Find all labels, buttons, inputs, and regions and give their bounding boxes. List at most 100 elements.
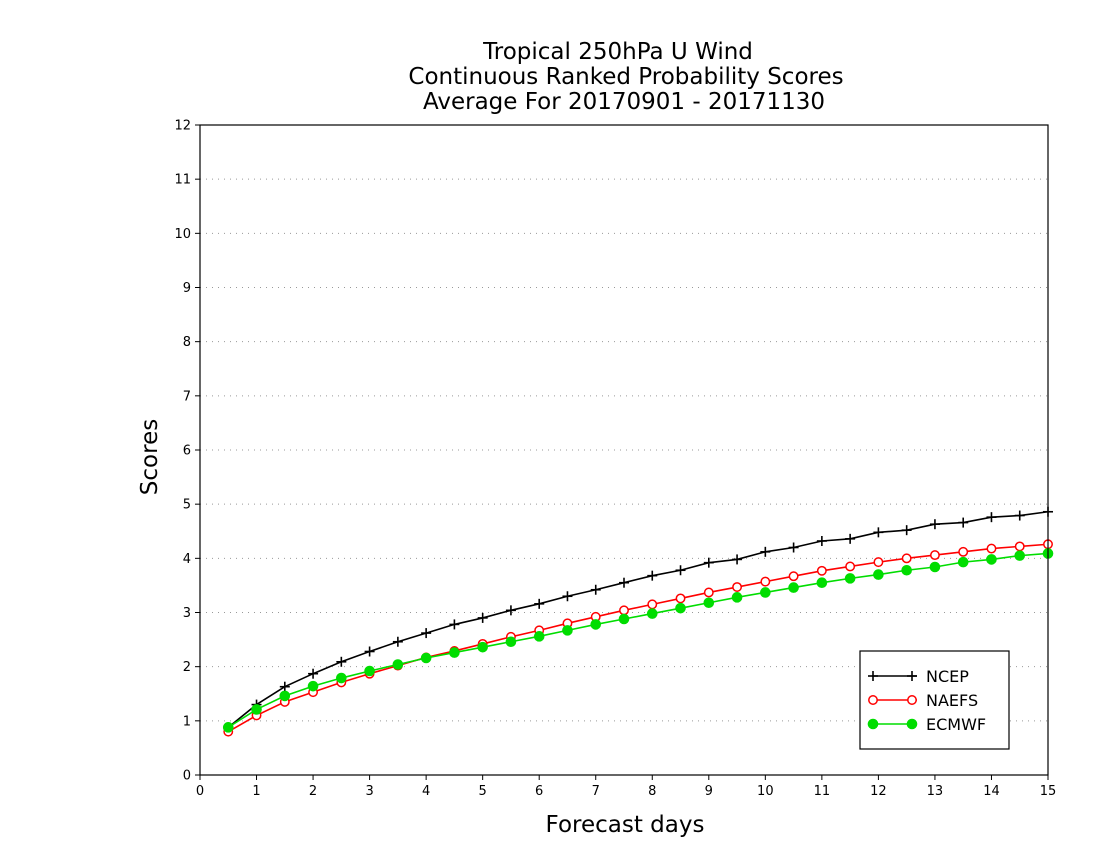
x-tick-label: 13 [927, 784, 944, 799]
legend-marker-ecmwf [867, 718, 879, 730]
point-ecmwf [844, 573, 856, 584]
x-tick-label: 15 [1040, 784, 1057, 799]
point-ecmwf [788, 582, 799, 593]
point-ecmwf [675, 602, 686, 614]
x-tick-label: 3 [365, 784, 373, 799]
point-ecmwf [731, 592, 743, 603]
point-ncep [534, 598, 545, 609]
y-tick-label: 11 [174, 173, 191, 188]
point-ncep [929, 519, 940, 530]
chart-title-line-3: Average For 20170901 - 20171130 [423, 89, 825, 115]
point-ncep [308, 668, 319, 679]
point-ncep [873, 527, 884, 538]
point-ecmwf [986, 554, 997, 565]
legend-item-ecmwf: ECMWF [867, 715, 986, 734]
y-tick-label: 1 [183, 714, 191, 729]
point-naefs [760, 576, 771, 587]
legend-item-naefs: NAEFS [868, 691, 978, 710]
x-tick-label: 6 [535, 784, 543, 799]
grid-layer [200, 124, 1048, 722]
point-ecmwf [590, 619, 602, 630]
point-ncep [505, 605, 516, 616]
legend-marker-naefs [907, 695, 917, 705]
point-ecmwf [760, 587, 771, 598]
legend-label-naefs: NAEFS [926, 691, 978, 710]
point-naefs [647, 599, 658, 610]
x-tick-label: 9 [705, 784, 713, 799]
point-ncep [647, 570, 658, 581]
x-tick-label: 5 [479, 784, 487, 799]
legend-item-ncep: NCEP [868, 667, 969, 686]
y-tick-label: 5 [183, 498, 191, 513]
point-naefs [929, 550, 940, 561]
point-ncep [958, 517, 969, 528]
point-naefs [901, 553, 912, 564]
x-tick-label: 10 [757, 784, 774, 799]
point-ecmwf [307, 680, 319, 692]
point-ecmwf [449, 647, 460, 658]
legend-marker-ecmwf [906, 718, 918, 730]
point-ecmwf [957, 556, 969, 568]
point-naefs [1014, 541, 1025, 552]
x-tick-label: 11 [814, 784, 831, 799]
point-ncep [336, 656, 347, 667]
point-ncep [760, 546, 771, 557]
point-ncep [619, 577, 629, 588]
y-tick-label: 3 [183, 606, 191, 621]
chart-title-line-1: Tropical 250hPa U Wind [482, 39, 753, 65]
point-ncep [279, 681, 290, 692]
point-ncep [986, 512, 997, 523]
point-ecmwf [901, 564, 912, 576]
point-naefs [732, 582, 743, 592]
legend: NCEP NAEFS ECMWF [859, 650, 1010, 750]
x-tick-label: 7 [592, 784, 600, 799]
series-line-ncep [227, 510, 1049, 728]
point-naefs [873, 557, 884, 568]
point-ncep [675, 565, 686, 576]
legend-label-ncep: NCEP [926, 667, 969, 686]
y-tick-label: 10 [174, 227, 191, 242]
x-tick-label: 4 [422, 784, 430, 799]
series-layer [222, 506, 1054, 737]
legend-marker-naefs [868, 695, 878, 705]
point-ecmwf [562, 625, 573, 636]
point-ecmwf [929, 561, 941, 573]
x-tick-label: 0 [196, 784, 204, 799]
point-ecmwf [1014, 550, 1026, 561]
point-ecmwf [251, 704, 262, 715]
point-naefs [986, 543, 997, 554]
point-ncep [562, 591, 573, 602]
legend-items: NCEP NAEFS ECMWF [867, 667, 986, 734]
point-ncep [901, 525, 912, 536]
y-tick-label: 4 [183, 552, 191, 567]
y-tick-label: 12 [174, 119, 191, 134]
point-ncep [703, 557, 714, 568]
point-ecmwf [618, 613, 630, 625]
point-ncep [477, 612, 488, 623]
point-ncep [449, 619, 460, 630]
y-tick-label: 9 [183, 281, 191, 296]
y-tick-label: 7 [183, 389, 191, 404]
point-ecmwf [646, 608, 658, 619]
legend-marker-ncep [868, 671, 878, 681]
point-ecmwf [477, 641, 488, 653]
point-ecmwf [392, 659, 404, 670]
point-naefs [788, 571, 799, 582]
point-ncep [788, 542, 799, 553]
x-tick-label: 2 [309, 784, 317, 799]
point-naefs [703, 587, 714, 598]
point-ncep [590, 584, 601, 595]
point-ecmwf [816, 577, 828, 589]
point-ecmwf [279, 690, 291, 702]
chart-title-line-2: Continuous Ranked Probability Scores [408, 64, 843, 90]
x-tick-label: 1 [252, 784, 260, 799]
point-ncep [364, 646, 375, 657]
point-ncep [421, 628, 432, 639]
y-tick-label: 6 [183, 444, 191, 459]
point-naefs [958, 546, 969, 557]
point-naefs [845, 561, 856, 572]
x-tick-label: 12 [870, 784, 887, 799]
point-ncep [845, 533, 856, 544]
point-ncep [816, 536, 827, 546]
